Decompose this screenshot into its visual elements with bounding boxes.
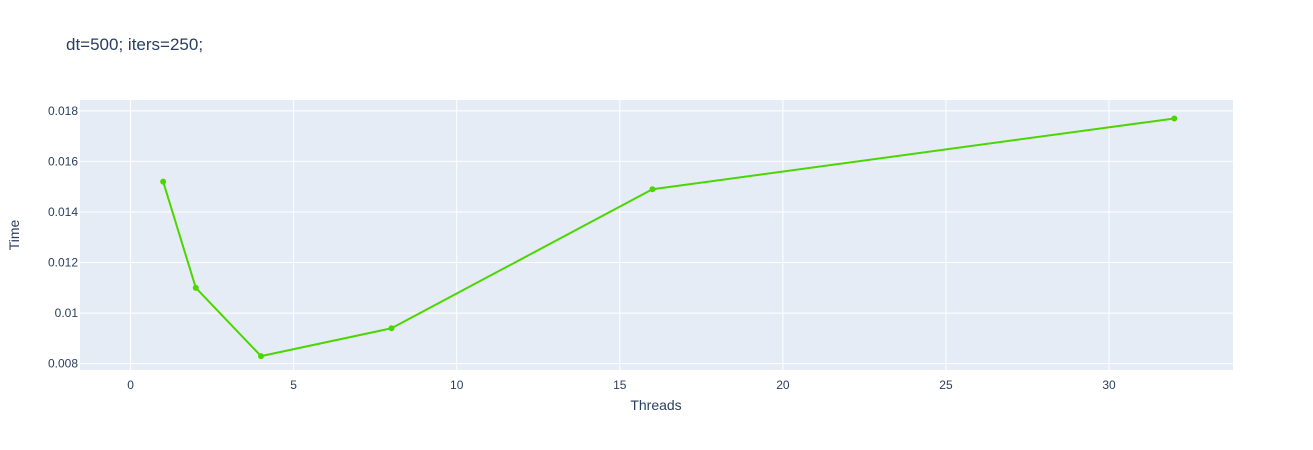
y-axis-title: Time — [6, 219, 22, 250]
x-tick-label: 0 — [127, 378, 134, 392]
y-tick-label: 0.008 — [48, 357, 78, 371]
data-point[interactable] — [160, 178, 167, 185]
data-point[interactable] — [258, 353, 265, 360]
data-point[interactable] — [1171, 115, 1178, 122]
y-tick-label: 0.012 — [48, 256, 78, 270]
y-tick-label: 0.018 — [48, 104, 78, 118]
y-tick-label: 0.01 — [55, 306, 79, 320]
data-point[interactable] — [649, 186, 656, 193]
x-tick-label: 5 — [290, 378, 297, 392]
tick-labels: 0 5 10 15 20 25 30 0.008 0.01 0.012 0.014 0.016 0.01… — [48, 104, 1116, 392]
data-point[interactable] — [388, 325, 395, 332]
x-tick-label: 30 — [1102, 378, 1116, 392]
y-tick-label: 0.016 — [48, 154, 78, 168]
plot-area — [80, 100, 1233, 370]
x-tick-label: 10 — [450, 378, 464, 392]
x-axis-title: Threads — [630, 397, 681, 413]
y-tick-label: 0.014 — [48, 205, 78, 219]
series-layer — [160, 115, 1178, 360]
x-tick-label: 15 — [613, 378, 627, 392]
x-tick-label: 20 — [776, 378, 790, 392]
grid-lines — [80, 100, 1233, 370]
series-line — [162, 117, 1175, 358]
x-tick-label: 25 — [939, 378, 953, 392]
chart-title: dt=500; iters=250; — [66, 35, 203, 54]
data-point[interactable] — [192, 284, 199, 291]
